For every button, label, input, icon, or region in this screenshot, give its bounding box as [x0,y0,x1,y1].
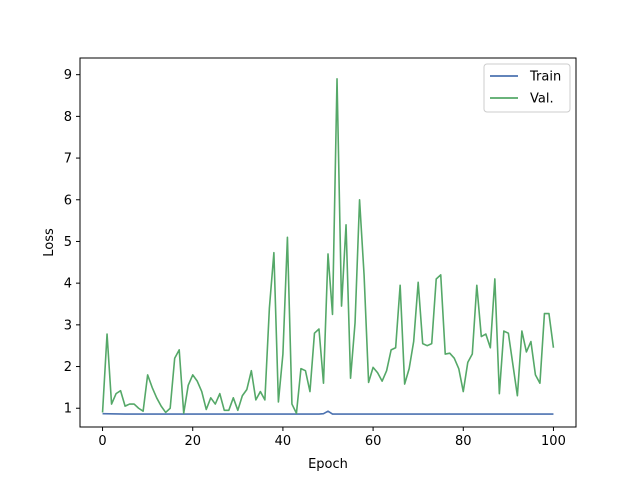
x-tick-label: 20 [184,434,201,449]
legend: Train Val. [483,63,571,113]
y-tick-label: 4 [64,277,72,292]
y-axis-title: Loss [42,228,57,257]
series-line-val [101,78,555,415]
plot-frame [79,57,577,428]
x-axis-title: Epoch [308,457,348,472]
x-axis-ticks: 0 20 40 60 80 100 [98,427,566,449]
legend-label-train: Train [529,70,561,85]
x-tick-label: 60 [365,434,382,449]
y-tick-label: 7 [64,152,72,167]
y-tick-label: 3 [64,318,72,333]
y-tick-label: 8 [64,110,72,125]
x-tick-label: 80 [455,434,472,449]
x-tick-label: 40 [275,434,292,449]
x-tick-label: 0 [98,434,106,449]
y-tick-label: 6 [64,193,72,208]
series-line-train [102,410,554,415]
axes-layer [79,57,577,428]
series-layer [101,78,555,415]
y-tick-label: 5 [64,235,72,250]
x-tick-label: 100 [541,434,566,449]
y-tick-label: 2 [64,360,72,375]
y-tick-label: 1 [64,402,72,417]
y-tick-label: 9 [64,68,72,83]
y-axis-ticks: 1 2 3 4 5 6 7 8 9 [64,68,80,417]
legend-label-val: Val. [530,92,554,107]
